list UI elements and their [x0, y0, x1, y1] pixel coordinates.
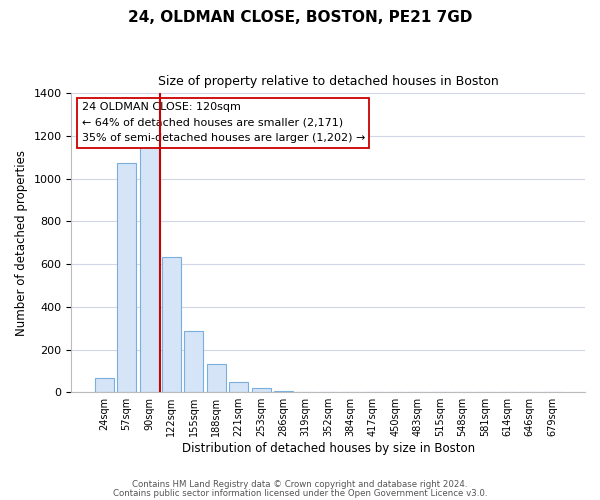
Bar	[140, 146, 158, 392]
Text: Contains public sector information licensed under the Open Government Licence v3: Contains public sector information licen…	[113, 489, 487, 498]
Bar	[184, 332, 203, 392]
Bar	[95, 378, 114, 392]
Title: Size of property relative to detached houses in Boston: Size of property relative to detached ho…	[158, 75, 499, 88]
Bar	[162, 256, 181, 392]
Bar	[117, 162, 136, 392]
Y-axis label: Number of detached properties: Number of detached properties	[15, 150, 28, 336]
Bar	[274, 390, 293, 392]
Bar	[207, 364, 226, 392]
Text: 24 OLDMAN CLOSE: 120sqm
← 64% of detached houses are smaller (2,171)
35% of semi: 24 OLDMAN CLOSE: 120sqm ← 64% of detache…	[82, 102, 365, 144]
Text: 24, OLDMAN CLOSE, BOSTON, PE21 7GD: 24, OLDMAN CLOSE, BOSTON, PE21 7GD	[128, 10, 472, 25]
Bar	[229, 382, 248, 392]
X-axis label: Distribution of detached houses by size in Boston: Distribution of detached houses by size …	[182, 442, 475, 455]
Text: Contains HM Land Registry data © Crown copyright and database right 2024.: Contains HM Land Registry data © Crown c…	[132, 480, 468, 489]
Bar	[251, 388, 271, 392]
